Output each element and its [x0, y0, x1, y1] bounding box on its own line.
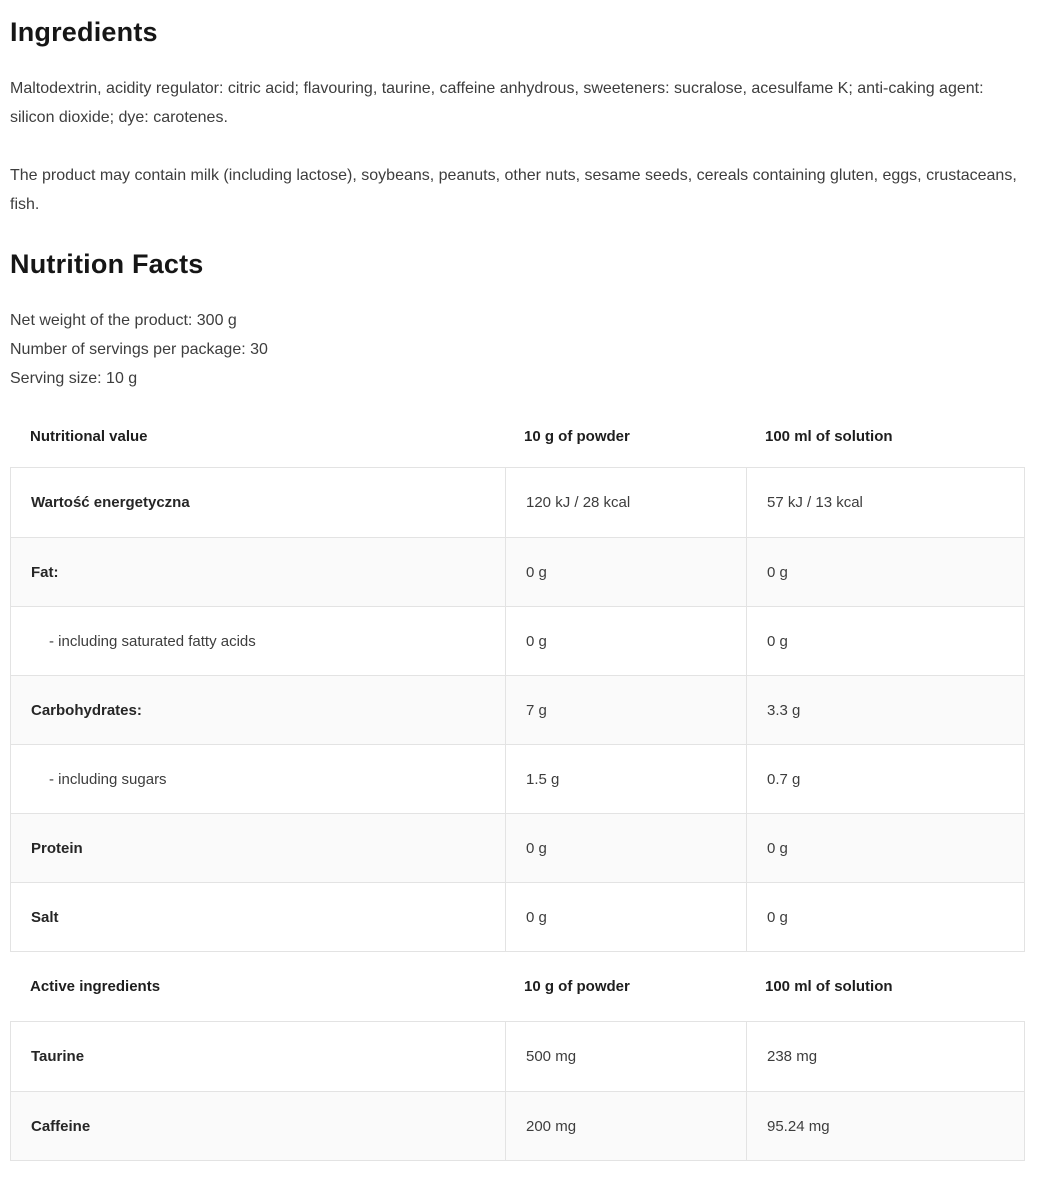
nutrition-table-header-row: Nutritional value 10 g of powder 100 ml …	[10, 405, 1025, 467]
powder-value: 1.5 g	[505, 745, 746, 813]
row-label: Caffeine	[31, 1117, 91, 1135]
servings-per-package-line: Number of servings per package: 30	[10, 341, 268, 358]
row-label: Taurine	[31, 1048, 85, 1065]
row-label: Wartość energetyczna	[31, 494, 190, 511]
active-ingredients-header-row: Active ingredients 10 g of powder 100 ml…	[10, 952, 1025, 1021]
row-label: Salt	[31, 908, 59, 926]
nutrition-table: Nutritional value 10 g of powder 100 ml …	[10, 405, 1025, 1161]
powder-value: 200 mg	[505, 1092, 746, 1160]
table-row-energy: Wartość energetyczna 120 kJ / 28 kcal 57…	[11, 468, 1024, 537]
row-label: - including saturated fatty acids	[49, 632, 256, 650]
allergen-notice: The product may contain milk (including …	[10, 167, 1017, 213]
active-ingredients-table-body: Taurine 500 mg 238 mg Caffeine 200 mg 95…	[10, 1021, 1025, 1161]
column-header-active-ingredients: Active ingredients	[30, 978, 161, 995]
column-header-solution: 100 ml of solution	[765, 427, 893, 445]
row-label: Carbohydrates:	[31, 701, 142, 719]
table-row-taurine: Taurine 500 mg 238 mg	[11, 1022, 1024, 1091]
powder-value: 0 g	[505, 814, 746, 882]
table-row-saturated-fat: - including saturated fatty acids 0 g 0 …	[11, 606, 1024, 675]
table-row-sugars: - including sugars 1.5 g 0.7 g	[11, 744, 1024, 813]
table-row-fat: Fat: 0 g 0 g	[11, 537, 1024, 606]
solution-value: 0.7 g	[746, 745, 1024, 813]
row-label: - including sugars	[49, 770, 167, 788]
solution-value: 0 g	[746, 814, 1024, 882]
row-label: Protein	[31, 839, 83, 857]
solution-value: 238 mg	[746, 1022, 1024, 1091]
table-row-protein: Protein 0 g 0 g	[11, 813, 1024, 882]
column-header-powder: 10 g of powder	[524, 978, 630, 995]
table-row-salt: Salt 0 g 0 g	[11, 882, 1024, 951]
powder-value: 120 kJ / 28 kcal	[505, 468, 746, 537]
net-weight-line: Net weight of the product: 300 g	[10, 312, 237, 329]
solution-value: 0 g	[746, 883, 1024, 951]
solution-value: 0 g	[746, 607, 1024, 675]
solution-value: 0 g	[746, 538, 1024, 606]
powder-value: 7 g	[505, 676, 746, 744]
column-header-solution: 100 ml of solution	[765, 978, 893, 995]
column-header-nutritional-value: Nutritional value	[30, 427, 148, 445]
powder-value: 0 g	[505, 607, 746, 675]
table-row-carbohydrates: Carbohydrates: 7 g 3.3 g	[11, 675, 1024, 744]
ingredients-heading: Ingredients	[10, 17, 158, 47]
nutrition-table-body: Wartość energetyczna 120 kJ / 28 kcal 57…	[10, 467, 1025, 952]
nutrition-facts-heading: Nutrition Facts	[10, 249, 204, 279]
powder-value: 0 g	[505, 883, 746, 951]
ingredients-composition: Maltodextrin, acidity regulator: citric …	[10, 80, 984, 126]
solution-value: 95.24 mg	[746, 1092, 1024, 1160]
serving-size-line: Serving size: 10 g	[10, 370, 138, 387]
solution-value: 3.3 g	[746, 676, 1024, 744]
serving-info: Net weight of the product: 300 g Number …	[10, 306, 1025, 393]
powder-value: 0 g	[505, 538, 746, 606]
column-header-powder: 10 g of powder	[524, 427, 630, 445]
row-label: Fat:	[31, 563, 59, 581]
solution-value: 57 kJ / 13 kcal	[746, 468, 1024, 537]
table-row-caffeine: Caffeine 200 mg 95.24 mg	[11, 1091, 1024, 1160]
powder-value: 500 mg	[505, 1022, 746, 1091]
